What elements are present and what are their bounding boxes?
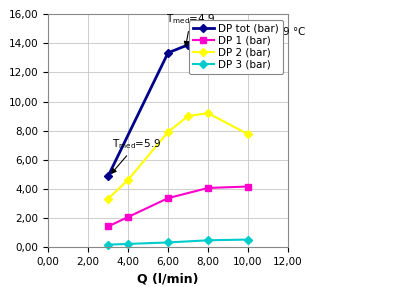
DP 3 (bar) xyxy=(246,238,250,241)
X-axis label: Q (l/min): Q (l/min) xyxy=(137,272,199,285)
Line: DP 2 (bar): DP 2 (bar) xyxy=(105,110,251,202)
DP tot (bar) xyxy=(246,67,250,71)
Text: T$_{\mathrm{med}}$=13.9 °C: T$_{\mathrm{med}}$=13.9 °C xyxy=(234,25,306,65)
DP 2 (bar) xyxy=(206,111,210,115)
DP tot (bar) xyxy=(106,174,110,178)
DP tot (bar) xyxy=(186,43,190,46)
DP 1 (bar) xyxy=(246,185,250,188)
DP 1 (bar) xyxy=(106,225,110,228)
DP 1 (bar) xyxy=(166,196,170,200)
DP 3 (bar) xyxy=(126,242,130,246)
DP tot (bar) xyxy=(206,43,210,46)
DP 3 (bar) xyxy=(106,243,110,246)
DP 3 (bar) xyxy=(206,238,210,242)
DP 2 (bar) xyxy=(246,133,250,136)
Text: T$_{\mathrm{med}}$=5.9: T$_{\mathrm{med}}$=5.9 xyxy=(112,137,162,173)
DP 2 (bar) xyxy=(106,197,110,201)
Line: DP tot (bar): DP tot (bar) xyxy=(105,42,251,179)
DP 1 (bar) xyxy=(206,186,210,190)
Legend: DP tot (bar), DP 1 (bar), DP 2 (bar), DP 3 (bar): DP tot (bar), DP 1 (bar), DP 2 (bar), DP… xyxy=(189,20,283,74)
Y-axis label: DP (bar): DP (bar) xyxy=(0,101,3,160)
DP 1 (bar) xyxy=(126,215,130,219)
Line: DP 3 (bar): DP 3 (bar) xyxy=(105,237,251,247)
DP 2 (bar) xyxy=(186,114,190,118)
DP tot (bar) xyxy=(166,51,170,55)
DP 2 (bar) xyxy=(166,130,170,134)
DP 2 (bar) xyxy=(126,178,130,182)
DP 3 (bar) xyxy=(166,241,170,244)
Line: DP 1 (bar): DP 1 (bar) xyxy=(105,184,251,229)
Text: T$_{\mathrm{med}}$=4.9: T$_{\mathrm{med}}$=4.9 xyxy=(166,12,216,46)
